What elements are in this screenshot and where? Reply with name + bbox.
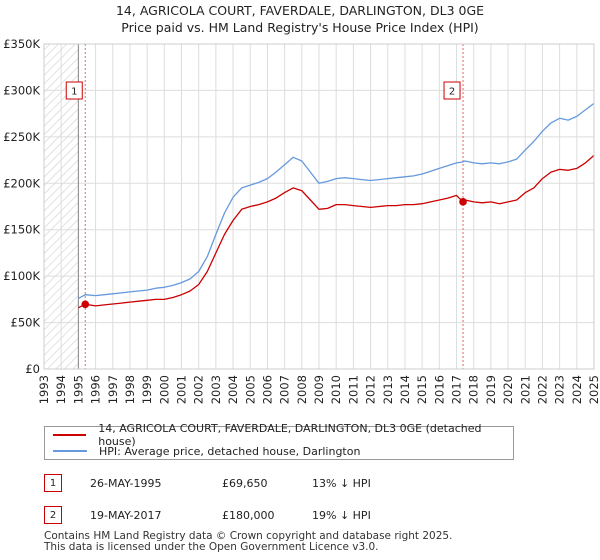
footer-line-copyright: Contains HM Land Registry data © Crown c…	[44, 530, 453, 542]
x-tick-label: 2012	[364, 375, 378, 404]
x-tick-label: 2025	[587, 375, 600, 404]
x-tick-label: 2023	[553, 375, 567, 404]
x-tick-label: 2019	[484, 375, 498, 404]
legend-label-property: 14, AGRICOLA COURT, FAVERDALE, DARLINGTO…	[98, 422, 482, 448]
sale-hpi-diff: 19% ↓ HPI	[312, 509, 371, 522]
series-line-hpi	[78, 102, 595, 299]
legend-swatch-property	[53, 434, 87, 436]
x-tick-label: 2000	[157, 375, 171, 404]
sale-date: 26-MAY-1995	[90, 477, 162, 490]
x-tick-label: 2001	[175, 375, 189, 404]
x-tick-label: 1994	[54, 375, 68, 404]
x-tick-label: 2024	[570, 375, 584, 404]
sale-row: 1 26-MAY-1995 £69,650 13% ↓ HPI	[44, 474, 444, 494]
sale-marker-badge: 1	[44, 474, 62, 492]
x-tick-label: 2016	[432, 375, 446, 404]
y-tick-label: £100K	[3, 269, 40, 283]
series-line-property	[78, 154, 595, 309]
legend-item-property: 14, AGRICOLA COURT, FAVERDALE, DARLINGTO…	[53, 422, 513, 448]
x-tick-label: 2009	[312, 375, 326, 404]
sale-marker-label: 1	[71, 87, 77, 98]
y-tick-label: £150K	[3, 223, 40, 237]
sale-price: £180,000	[222, 509, 275, 522]
x-tick-label: 2013	[381, 375, 395, 404]
y-tick-label: £250K	[3, 130, 40, 144]
x-tick-label: 2018	[467, 375, 481, 404]
x-tick-label: 1993	[37, 375, 51, 404]
x-tick-label: 2014	[398, 375, 412, 404]
x-tick-label: 2004	[226, 375, 240, 404]
sale-date: 19-MAY-2017	[90, 509, 162, 522]
x-tick-label: 1997	[106, 375, 120, 404]
x-tick-label: 2002	[192, 375, 206, 404]
plot-frame	[43, 43, 595, 370]
y-tick-label: £50K	[11, 316, 41, 330]
legend-label-hpi: HPI: Average price, detached house, Darl…	[99, 444, 361, 458]
legend-item-hpi: HPI: Average price, detached house, Darl…	[53, 443, 360, 459]
chart-subtitle: Price paid vs. HM Land Registry's House …	[121, 20, 478, 35]
sale-marker-badge: 2	[44, 506, 62, 524]
footer-attribution: Contains HM Land Registry data © Crown c…	[44, 531, 452, 553]
price-chart: 14, AGRICOLA COURT, FAVERDALE, DARLINGTO…	[3, 3, 600, 404]
x-tick-label: 2020	[501, 375, 515, 404]
footer-line-licence: This data is licensed under the Open Gov…	[44, 541, 379, 553]
x-tick-label: 2015	[415, 375, 429, 404]
sale-hpi-diff: 13% ↓ HPI	[312, 477, 371, 490]
sale-marker-box	[443, 81, 461, 100]
x-tick-label: 2022	[535, 375, 549, 404]
sale-row: 2 19-MAY-2017 £180,000 19% ↓ HPI	[44, 506, 444, 526]
legend-swatch-hpi	[53, 450, 87, 452]
x-tick-label: 2003	[209, 375, 223, 404]
x-tick-label: 2010	[329, 375, 343, 404]
y-tick-label: £300K	[3, 83, 40, 97]
chart-title: 14, AGRICOLA COURT, FAVERDALE, DARLINGTO…	[116, 3, 484, 18]
sale-point	[459, 198, 467, 206]
sale-marker-label: 2	[449, 87, 455, 98]
x-tick-label: 2017	[450, 375, 464, 404]
x-tick-label: 1995	[71, 375, 85, 404]
x-tick-label: 1996	[89, 375, 103, 404]
x-tick-label: 2011	[346, 375, 360, 404]
y-tick-label: £350K	[3, 37, 40, 51]
x-tick-label: 1998	[123, 375, 137, 404]
y-tick-label: £200K	[3, 176, 40, 190]
x-tick-label: 2008	[295, 375, 309, 404]
x-tick-label: 2006	[260, 375, 274, 404]
x-tick-label: 2021	[518, 375, 532, 404]
y-tick-label: £0	[25, 362, 40, 376]
x-tick-label: 2007	[278, 375, 292, 404]
x-tick-label: 2005	[243, 375, 257, 404]
sale-marker-box	[65, 81, 83, 100]
chart-legend: 14, AGRICOLA COURT, FAVERDALE, DARLINGTO…	[44, 422, 514, 460]
sale-point	[81, 300, 90, 309]
x-tick-label: 1999	[140, 375, 154, 404]
sale-price: £69,650	[222, 477, 268, 490]
